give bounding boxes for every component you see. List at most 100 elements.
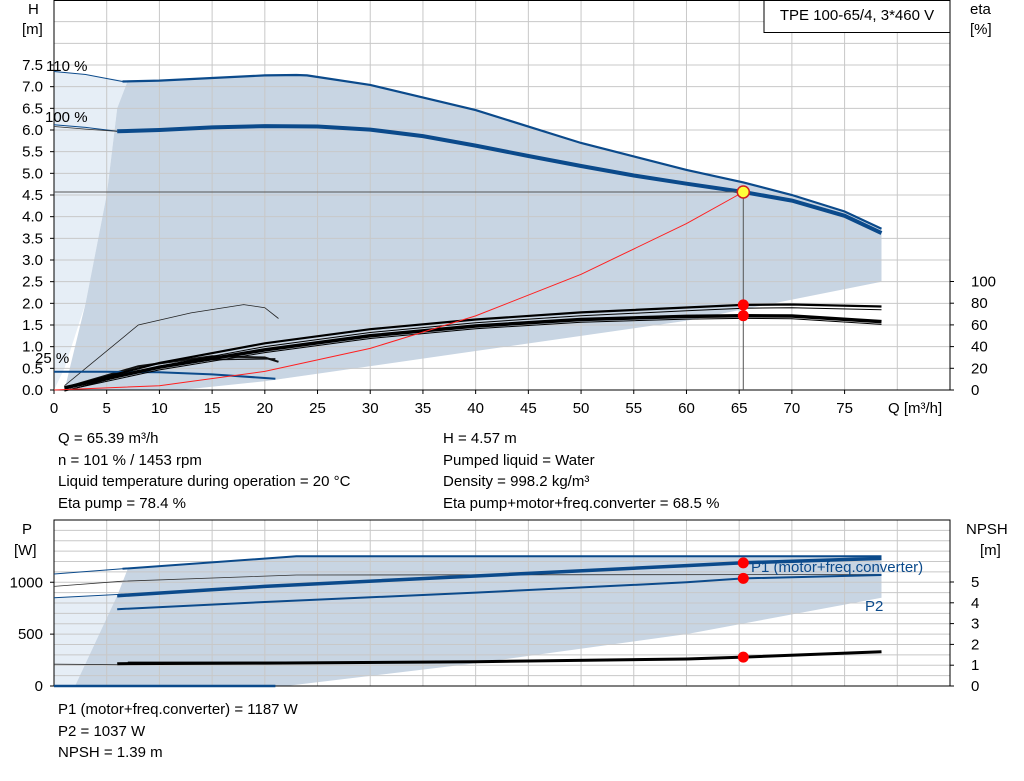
- x-tick-label: 25: [309, 400, 326, 417]
- y-tick-label: 7.5: [22, 57, 43, 74]
- eta-total-curve: [64, 313, 882, 390]
- p1-series-label: P1 (motor+freq.converter): [751, 559, 923, 576]
- y-tick-label: 4.0: [22, 209, 43, 226]
- label-110-percent: 110 %: [46, 58, 87, 75]
- y-tick-label: 7.0: [22, 79, 43, 96]
- p2-series-label: P2: [865, 598, 883, 615]
- duty-point-marker: [736, 185, 751, 199]
- y-tick-label: 0.5: [22, 360, 43, 377]
- y-tick-label: 5.0: [22, 165, 43, 182]
- y-tick-label: 4.5: [22, 187, 43, 204]
- x-axis-label: Q [m³/h]: [888, 400, 942, 417]
- x-tick-label: 65: [731, 400, 748, 417]
- label-100-percent: 100 %: [45, 109, 88, 126]
- info-eta-pump: Eta pump = 78.4 %: [58, 494, 186, 512]
- curve-100-percent: [117, 124, 883, 235]
- eta-pump-duty-marker: [737, 299, 749, 311]
- npsh-duty-marker: [737, 651, 749, 663]
- x-tick-label: 15: [204, 400, 221, 417]
- curve-110-thin: [53, 71, 123, 82]
- eta-total-curve-thin: [64, 317, 882, 391]
- npsh-tick-label: 3: [971, 616, 979, 633]
- x-tick-label: 60: [678, 400, 695, 417]
- y2-tick-label: 40: [971, 339, 988, 356]
- p-110-thin: [53, 593, 123, 599]
- y2-tick-label: 0: [971, 382, 979, 399]
- x-tick-label: 20: [256, 400, 273, 417]
- info-bottom: P1 (motor+freq.converter) = 1187 W P2 = …: [58, 699, 298, 764]
- info-pumped-liquid: Pumped liquid = Water: [443, 451, 595, 469]
- p1-duty-marker: [737, 557, 749, 569]
- x-tick-label: 35: [415, 400, 432, 417]
- p2-curve: [117, 574, 882, 611]
- y2-axis-label-unit: [%]: [970, 21, 992, 38]
- y-tick-label: 2.5: [22, 274, 43, 291]
- npsh-tick-label: 4: [971, 595, 979, 612]
- y-tick-label: 6.0: [22, 122, 43, 139]
- curve-110-percent: [122, 73, 882, 230]
- bottom-operating-area: [75, 556, 882, 686]
- info-liquid-temperature: Liquid temperature during operation = 20…: [58, 473, 351, 490]
- info-head: H = 4.57 m: [443, 430, 517, 447]
- info-speed: n = 101 % / 1453 rpm: [58, 451, 202, 469]
- p1-110-thin: [53, 568, 123, 575]
- y-tick-label: 0.0: [22, 382, 43, 399]
- x-tick-label: 55: [625, 400, 642, 417]
- info-npsh: NPSH = 1.39 m: [58, 744, 163, 761]
- x-tick-label: 75: [836, 400, 853, 417]
- title-box: [763, 0, 951, 33]
- npsh-thin: [53, 663, 118, 666]
- x-tick-label: 50: [573, 400, 590, 417]
- curve-100-thin-2: [53, 126, 118, 132]
- p1-110-percent-curve: [122, 555, 882, 570]
- p2-110-thin: [53, 574, 882, 587]
- npsh-curve: [117, 650, 882, 666]
- p-tick-label: 500: [18, 626, 43, 643]
- info-eta-total: Eta pump+motor+freq.converter = 68.5 %: [443, 494, 720, 512]
- y-axis-label-name: H: [28, 1, 39, 18]
- label-25-percent: 25 %: [35, 350, 69, 367]
- y2-tick-label: 100: [971, 274, 996, 291]
- npsh-axis-label-name: NPSH: [966, 521, 1008, 538]
- npsh-tick-label: 0: [971, 678, 979, 695]
- x-tick-label: 40: [467, 400, 484, 417]
- p-tick-label: 1000: [10, 574, 43, 591]
- p2-duty-marker: [737, 572, 749, 584]
- eta-total-duty-marker: [737, 310, 749, 322]
- info-density: Density = 998.2 kg/m³: [443, 473, 590, 490]
- info-p2: P2 = 1037 W: [58, 722, 146, 740]
- eta-pump-curve: [64, 303, 882, 389]
- x-tick-label: 5: [103, 400, 111, 417]
- y-tick-label: 5.5: [22, 144, 43, 161]
- x-tick-label: 10: [151, 400, 168, 417]
- p-axis-label-name: P: [22, 521, 32, 538]
- info-flow: Q = 65.39 m³/h: [58, 430, 159, 447]
- npsh-tick-label: 2: [971, 636, 979, 653]
- info-top-left: Q = 65.39 m³/h n = 101 % / 1453 rpm Liqu…: [58, 428, 350, 514]
- p-axis-label-unit: [W]: [14, 542, 37, 559]
- y-tick-label: 6.5: [22, 100, 43, 117]
- y-tick-label: 1.5: [22, 317, 43, 334]
- p1-curve: [117, 556, 882, 598]
- eta-low-speed-curve: [64, 304, 279, 387]
- info-p1: P1 (motor+freq.converter) = 1187 W: [58, 701, 298, 718]
- y2-tick-label: 80: [971, 295, 988, 312]
- system-curve: [53, 191, 744, 391]
- x-tick-label: 45: [520, 400, 537, 417]
- p-tick-label: 0: [35, 678, 43, 695]
- y2-tick-label: 20: [971, 360, 988, 377]
- y-tick-label: 3.0: [22, 252, 43, 269]
- info-top-right: H = 4.57 m Pumped liquid = Water Density…: [443, 428, 719, 514]
- eta-pump-curve-thin: [64, 307, 882, 392]
- operating-area: [64, 75, 882, 391]
- light-operating-area: [54, 71, 128, 390]
- x-tick-label: 0: [50, 400, 58, 417]
- y-axis-label-unit: [m]: [22, 21, 43, 38]
- y-tick-label: 3.5: [22, 230, 43, 247]
- npsh-axis-label-unit: [m]: [980, 542, 1001, 559]
- y2-axis-label-name: eta: [970, 1, 992, 18]
- y2-tick-label: 60: [971, 317, 988, 334]
- chart-title: TPE 100-65/4, 3*460 V: [780, 7, 934, 24]
- npsh-tick-label: 5: [971, 574, 979, 591]
